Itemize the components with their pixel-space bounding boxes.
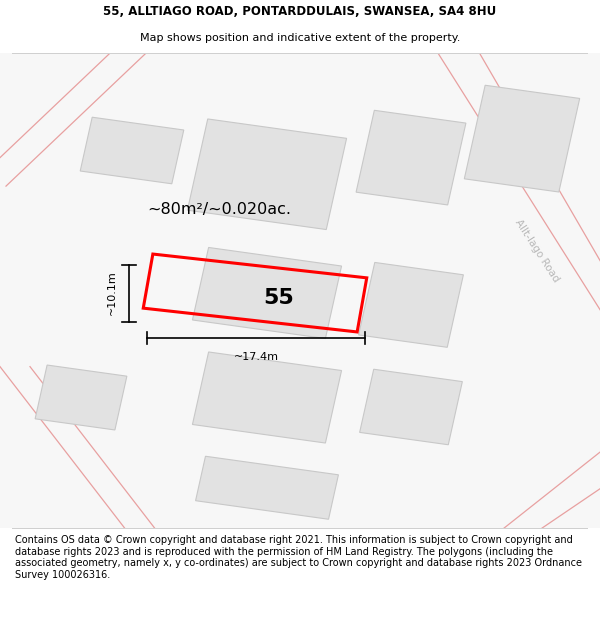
Polygon shape [196, 456, 338, 519]
Text: 55: 55 [263, 288, 295, 308]
Polygon shape [187, 119, 347, 229]
Text: 55, ALLTIAGO ROAD, PONTARDDULAIS, SWANSEA, SA4 8HU: 55, ALLTIAGO ROAD, PONTARDDULAIS, SWANSE… [103, 5, 497, 18]
Polygon shape [356, 110, 466, 205]
Polygon shape [193, 248, 341, 339]
Polygon shape [35, 365, 127, 430]
Polygon shape [80, 118, 184, 184]
Text: Contains OS data © Crown copyright and database right 2021. This information is : Contains OS data © Crown copyright and d… [15, 535, 582, 580]
Text: ~80m²/~0.020ac.: ~80m²/~0.020ac. [147, 202, 291, 217]
Polygon shape [464, 85, 580, 192]
Polygon shape [359, 369, 463, 445]
Text: Map shows position and indicative extent of the property.: Map shows position and indicative extent… [140, 33, 460, 43]
Polygon shape [359, 262, 463, 348]
Polygon shape [193, 352, 341, 443]
Text: ~10.1m: ~10.1m [107, 271, 117, 316]
Text: Allt-Iago Road: Allt-Iago Road [513, 217, 561, 283]
Text: ~17.4m: ~17.4m [233, 352, 278, 362]
